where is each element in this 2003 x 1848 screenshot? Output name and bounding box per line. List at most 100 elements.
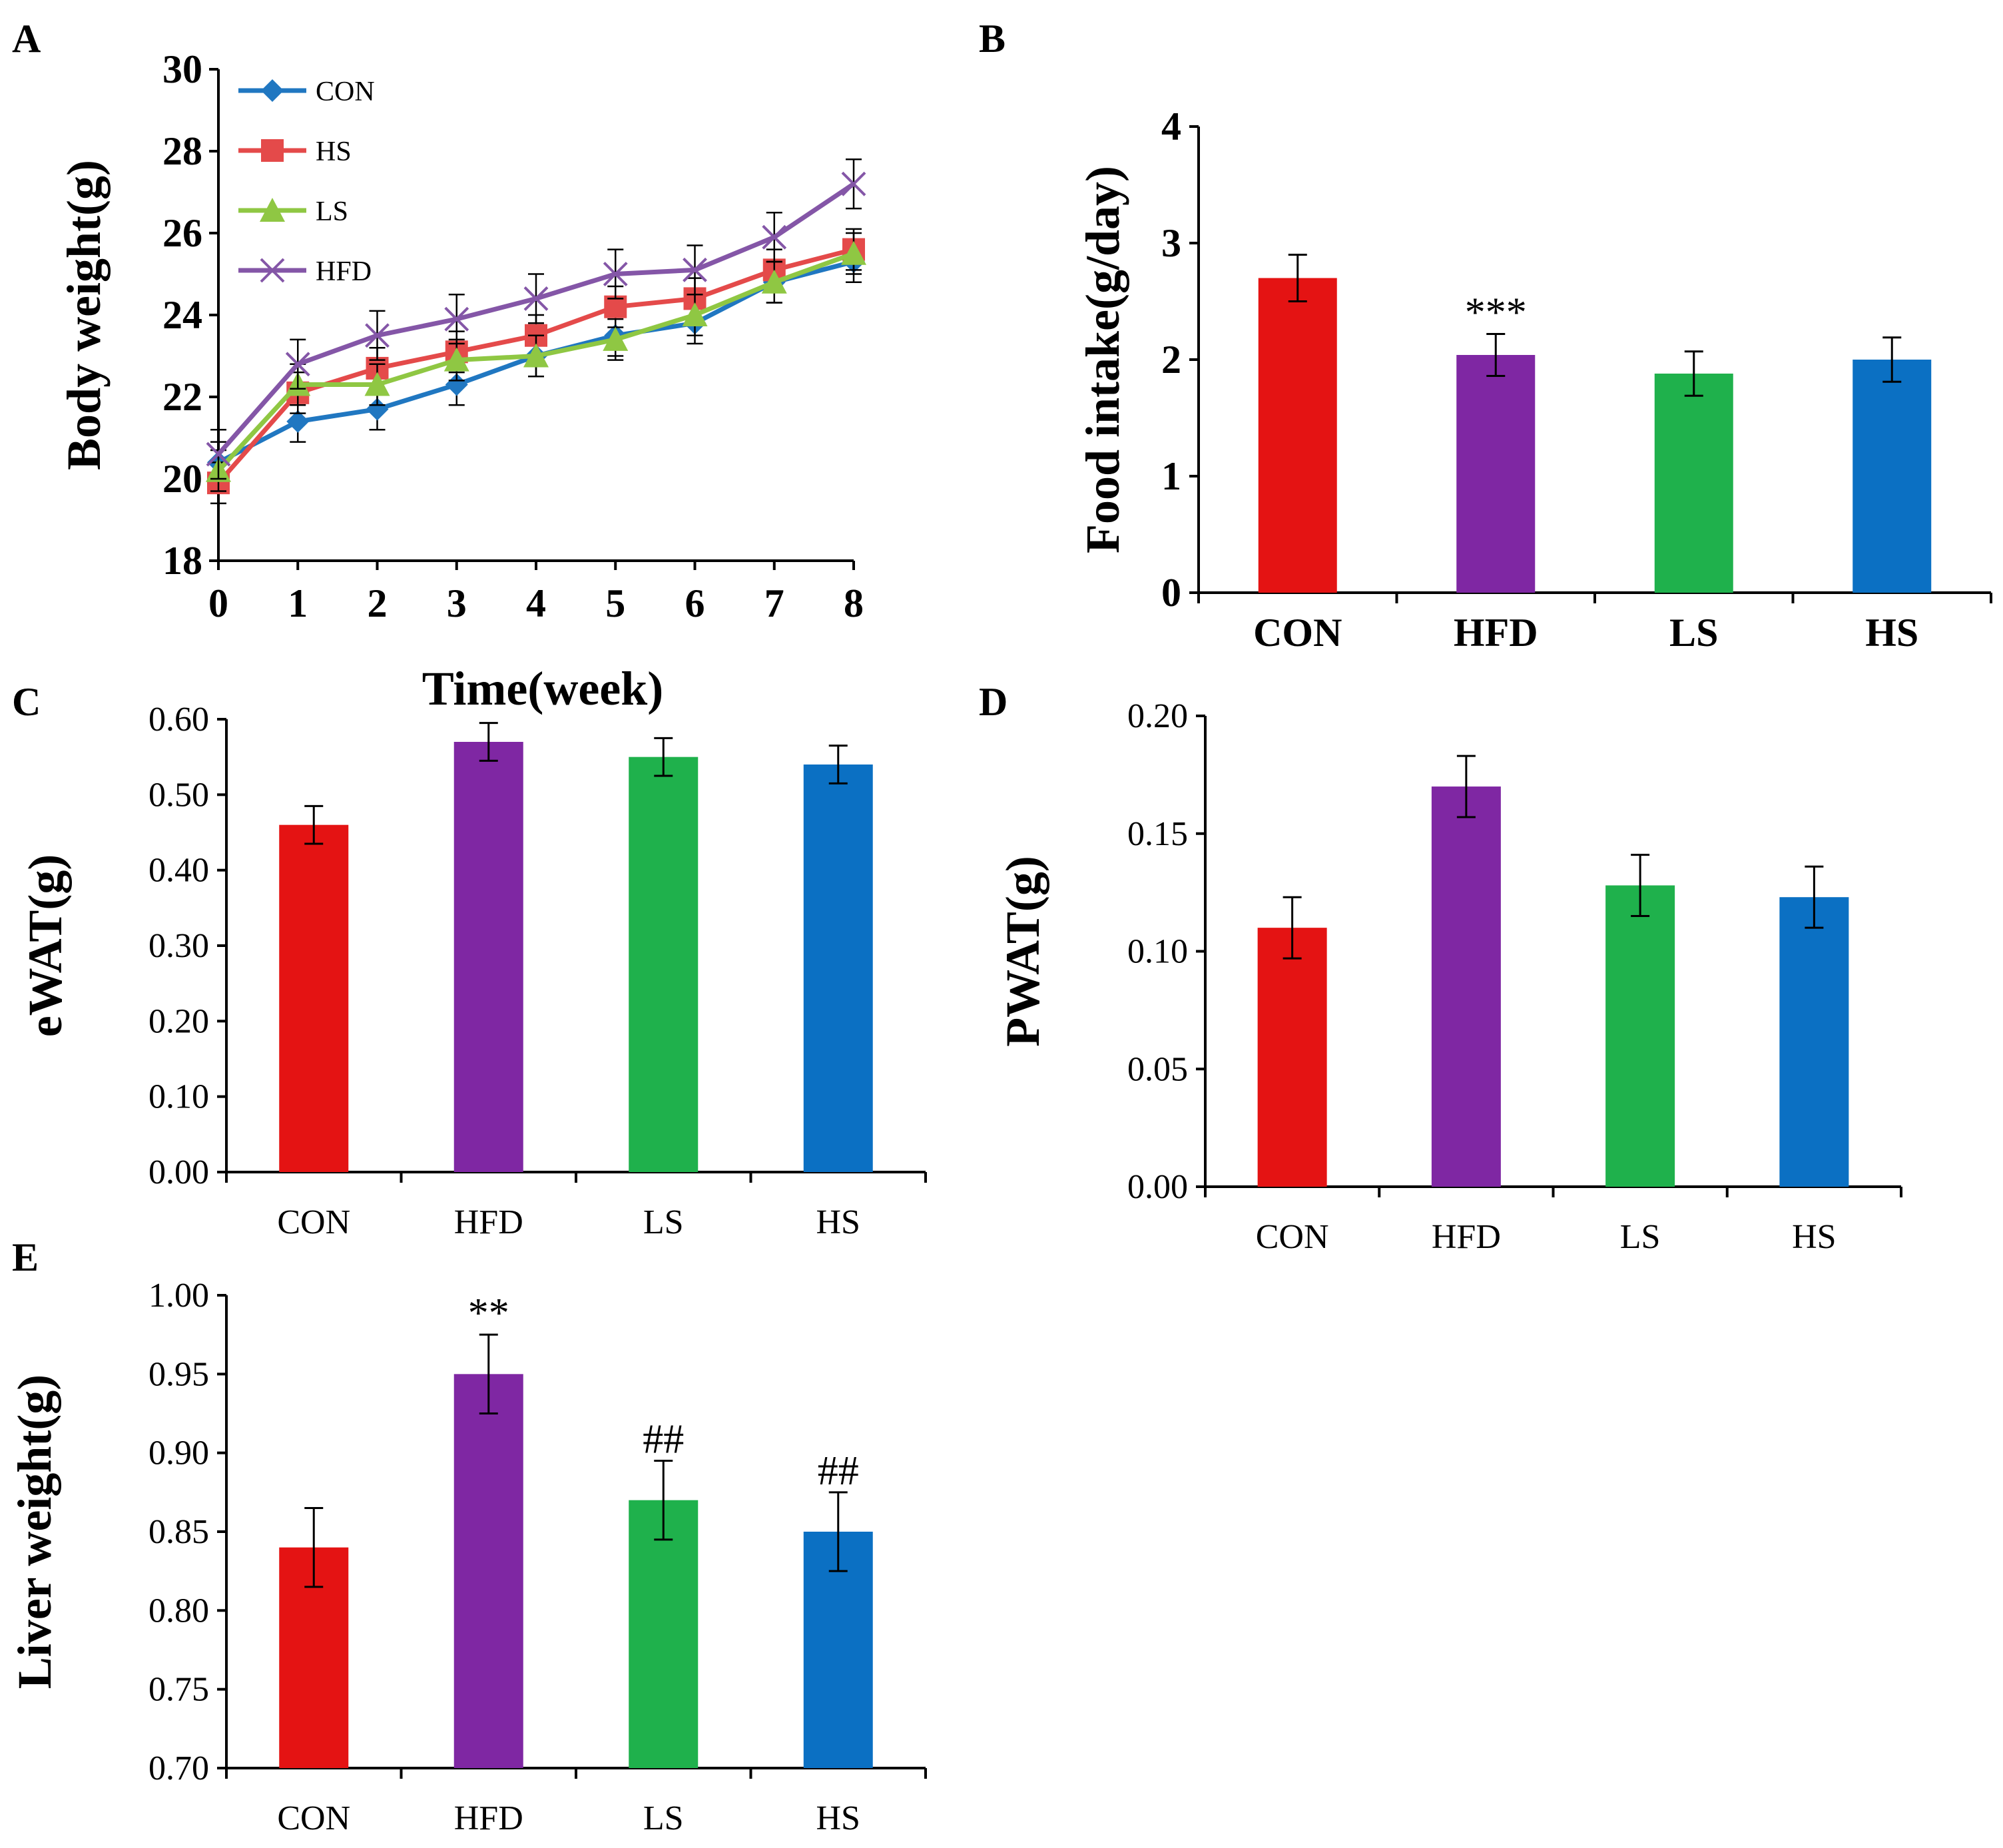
y-tick-label: 1 xyxy=(1161,454,1181,498)
x-category-label: HS xyxy=(816,1203,860,1241)
legend-marker-hfd xyxy=(260,258,285,283)
y-tick-label: 0.10 xyxy=(148,1078,209,1116)
significance-label: *** xyxy=(1465,290,1527,336)
y-tick-label: 1.00 xyxy=(148,1277,209,1315)
x-category-label: HS xyxy=(1865,611,1918,655)
x-tick-label: 4 xyxy=(526,581,546,625)
panel-letter-c: C xyxy=(12,680,41,724)
x-category-label: CON xyxy=(277,1203,350,1241)
x-category-label: HFD xyxy=(1432,1218,1501,1256)
food-intake-bar-chart: 0 1 2 3 4 CON *** HFD LS HS Food intake(g/day) xyxy=(1076,105,1992,655)
bar-ls xyxy=(1654,374,1733,593)
bar-ls xyxy=(629,1500,699,1768)
panel-letter-a: A xyxy=(12,17,41,61)
y-axis-title: PWAT(g) xyxy=(996,856,1049,1047)
y-tick-label: 0.70 xyxy=(148,1749,209,1787)
bar-con xyxy=(1257,928,1327,1187)
bar-hs xyxy=(1779,897,1849,1187)
x-category-label: CON xyxy=(277,1799,350,1837)
data-point-ls xyxy=(523,343,549,368)
ewat-bar-chart: 0.00 0.10 0.20 0.30 0.40 0.50 0.60 CON HFD LS HS eW… xyxy=(19,701,927,1241)
y-tick-label: 4 xyxy=(1161,105,1181,149)
x-tick-label: 6 xyxy=(685,581,705,625)
x-category-label: LS xyxy=(1669,611,1718,655)
series-hfd xyxy=(206,158,866,480)
legend-label: HS xyxy=(316,137,352,167)
y-axis-title: eWAT(g) xyxy=(19,854,72,1038)
x-category-label: HS xyxy=(1792,1218,1836,1256)
liver-weight-bar-chart: 0.70 0.75 0.80 0.85 0.90 0.95 1.00 CON ** HFD ## LS… xyxy=(8,1277,927,1837)
y-tick-label: 0.60 xyxy=(148,701,209,739)
significance-label: ## xyxy=(643,1417,684,1462)
x-category-label: LS xyxy=(643,1799,684,1837)
data-point-hfd xyxy=(365,323,390,348)
y-tick-label: 0.20 xyxy=(1127,697,1188,735)
data-point-ls xyxy=(443,347,469,372)
panel-letter-b: B xyxy=(979,17,1005,61)
y-tick-label: 0.10 xyxy=(1127,933,1188,971)
bar-hs xyxy=(1853,360,1932,593)
bar-ls xyxy=(629,757,699,1172)
body-weight-line-chart: 18 20 22 24 26 28 30 0 1 2 3 4 5 6 7 8 Time(week) Body we… xyxy=(57,47,866,715)
data-point-hfd xyxy=(206,442,231,467)
data-point-hfd xyxy=(603,262,628,286)
y-tick-label: 28 xyxy=(162,129,202,173)
x-category-label: LS xyxy=(643,1203,684,1241)
bar-hs xyxy=(803,765,873,1172)
bar-con xyxy=(1258,278,1337,593)
x-category-label: CON xyxy=(1256,1218,1329,1256)
x-tick-label: 1 xyxy=(288,581,308,625)
y-tick-label: 0.15 xyxy=(1127,815,1188,853)
panel-letter-d: D xyxy=(979,680,1007,724)
x-tick-label: 0 xyxy=(208,581,228,625)
y-tick-label: 0.80 xyxy=(148,1592,209,1630)
y-tick-label: 22 xyxy=(162,375,202,419)
data-point-con xyxy=(366,398,389,421)
legend-marker-hs xyxy=(261,139,284,162)
data-point-ls xyxy=(761,269,787,294)
legend-label: HFD xyxy=(316,256,372,287)
y-tick-label: 20 xyxy=(162,457,202,501)
bar-hfd xyxy=(1456,355,1536,593)
data-point-ls xyxy=(682,302,708,326)
y-axis-title: Liver weight(g) xyxy=(8,1375,61,1690)
y-tick-label: 0.75 xyxy=(148,1671,209,1709)
y-tick-label: 30 xyxy=(162,47,202,91)
data-point-ls xyxy=(364,372,390,396)
x-tick-label: 2 xyxy=(368,581,388,625)
y-tick-label: 3 xyxy=(1161,221,1181,265)
y-tick-label: 24 xyxy=(162,293,202,337)
x-category-label: HFD xyxy=(454,1799,523,1837)
y-tick-label: 0.40 xyxy=(148,852,209,890)
x-tick-label: 8 xyxy=(844,581,864,625)
legend: CON HS LS HFD xyxy=(238,77,375,287)
y-tick-label: 0.50 xyxy=(148,776,209,814)
y-tick-label: 0.00 xyxy=(148,1153,209,1191)
x-tick-label: 3 xyxy=(447,581,467,625)
y-tick-label: 0.95 xyxy=(148,1355,209,1393)
data-point-ls xyxy=(603,326,629,351)
x-tick-label: 7 xyxy=(764,581,784,625)
y-tick-label: 0.00 xyxy=(1127,1168,1188,1206)
x-category-label: CON xyxy=(1253,611,1342,655)
legend-label: CON xyxy=(316,77,375,107)
y-tick-label: 2 xyxy=(1161,338,1181,382)
bar-ls xyxy=(1605,885,1675,1187)
data-point-hfd xyxy=(841,171,866,196)
data-point-hfd xyxy=(523,286,549,311)
y-axis-title: Food intake(g/day) xyxy=(1076,166,1129,553)
y-tick-label: 0.05 xyxy=(1127,1050,1188,1088)
panel-letter-e: E xyxy=(12,1235,39,1279)
data-point-hfd xyxy=(285,352,310,377)
y-tick-label: 18 xyxy=(162,539,202,583)
y-tick-label: 0.85 xyxy=(148,1513,209,1551)
x-category-label: HFD xyxy=(454,1203,523,1241)
bar-hfd xyxy=(1431,786,1501,1187)
legend-marker-ls xyxy=(260,198,285,222)
y-tick-label: 0.90 xyxy=(148,1434,209,1472)
legend-marker-con xyxy=(261,79,284,102)
y-axis-title: Body weight(g) xyxy=(57,160,111,470)
x-category-label: HS xyxy=(816,1799,860,1837)
pwat-bar-chart: 0.00 0.05 0.10 0.15 0.20 CON HFD LS HS PWAT(g) xyxy=(996,697,1902,1256)
